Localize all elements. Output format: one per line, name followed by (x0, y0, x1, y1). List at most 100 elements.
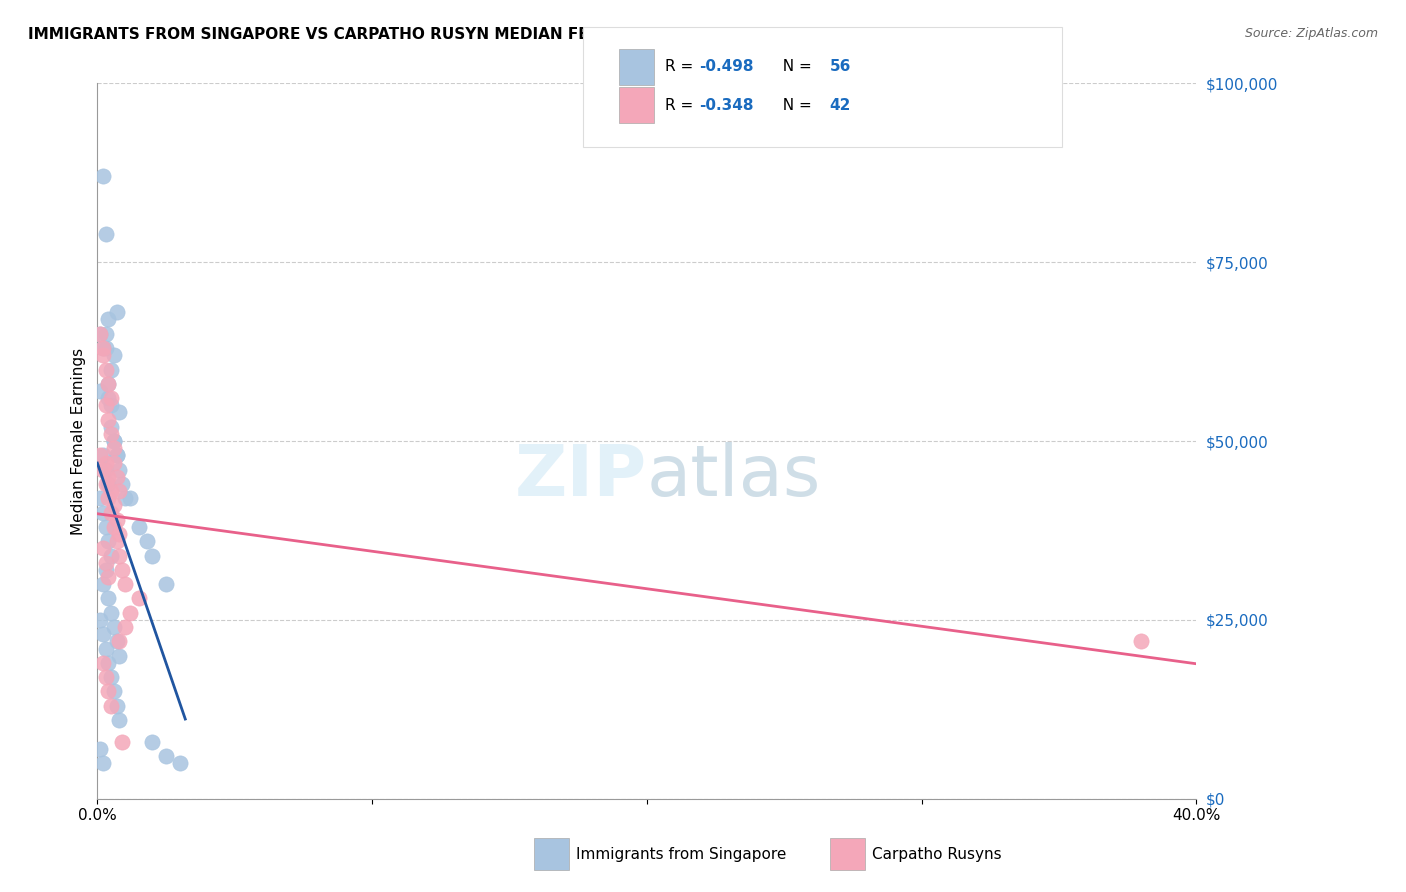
Point (94, 326, 117, 341)
Point (108, 484, 131, 499)
Point (97, 491, 120, 506)
Text: R =: R = (665, 98, 699, 112)
Point (111, 734, 134, 748)
Point (97, 477, 120, 491)
Point (120, 491, 142, 506)
Y-axis label: Median Female Earnings: Median Female Earnings (72, 348, 86, 534)
Point (108, 549, 131, 563)
Point (100, 362, 122, 376)
Text: R =: R = (665, 60, 699, 74)
Point (100, 398, 122, 412)
Point (97, 312, 120, 326)
Point (91, 463, 114, 477)
Point (94, 463, 117, 477)
Text: Immigrants from Singapore: Immigrants from Singapore (576, 847, 787, 862)
Point (114, 491, 136, 506)
Point (108, 527, 131, 541)
Point (103, 348, 125, 362)
Point (97, 656, 120, 670)
Point (94, 456, 117, 470)
Point (91, 341, 114, 355)
Point (94, 341, 117, 355)
Point (100, 606, 122, 620)
Point (108, 405, 131, 419)
Point (97, 376, 120, 391)
Point (91, 756, 114, 770)
Text: atlas: atlas (647, 442, 821, 511)
Point (100, 391, 122, 405)
Point (111, 563, 134, 577)
Point (94, 563, 117, 577)
Text: -0.348: -0.348 (699, 98, 754, 112)
Point (155, 577, 177, 591)
Point (91, 656, 114, 670)
Point (97, 412, 120, 426)
Point (108, 648, 131, 663)
Point (105, 305, 128, 319)
Point (97, 684, 120, 698)
Point (91, 541, 114, 556)
Point (108, 463, 131, 477)
Point (135, 534, 157, 549)
Point (120, 606, 142, 620)
Point (103, 499, 125, 513)
Text: Source: ZipAtlas.com: Source: ZipAtlas.com (1244, 27, 1378, 40)
Text: -0.498: -0.498 (699, 60, 754, 74)
Point (89, 449, 111, 463)
Text: IMMIGRANTS FROM SINGAPORE VS CARPATHO RUSYN MEDIAN FEMALE EARNINGS CORRELATION C: IMMIGRANTS FROM SINGAPORE VS CARPATHO RU… (28, 27, 917, 42)
Point (105, 513, 128, 527)
Point (97, 391, 120, 405)
Point (100, 426, 122, 441)
Text: 56: 56 (830, 60, 851, 74)
Point (91, 506, 114, 520)
Text: N =: N = (773, 60, 817, 74)
Point (103, 520, 125, 534)
Text: Carpatho Rusyns: Carpatho Rusyns (872, 847, 1001, 862)
Point (89, 613, 111, 627)
Point (94, 362, 117, 376)
Point (94, 641, 117, 656)
Point (105, 534, 128, 549)
Point (128, 520, 150, 534)
Point (89, 384, 111, 398)
Point (97, 570, 120, 584)
Point (94, 398, 117, 412)
Point (91, 341, 114, 355)
Point (105, 698, 128, 713)
Point (100, 670, 122, 684)
Point (91, 577, 114, 591)
Point (100, 549, 122, 563)
Point (91, 169, 114, 184)
Point (169, 756, 191, 770)
Point (100, 484, 122, 499)
Point (94, 556, 117, 570)
Point (89, 741, 111, 756)
Point (105, 449, 128, 463)
Point (97, 534, 120, 549)
Point (103, 442, 125, 456)
Point (100, 419, 122, 434)
Point (103, 434, 125, 449)
Point (91, 449, 114, 463)
Text: 42: 42 (830, 98, 851, 112)
Point (111, 477, 134, 491)
Point (89, 326, 111, 341)
Point (128, 591, 150, 606)
Point (105, 470, 128, 484)
Point (141, 734, 163, 748)
Point (108, 713, 131, 727)
Text: ZIP: ZIP (515, 442, 647, 511)
Point (94, 520, 117, 534)
Point (103, 684, 125, 698)
Point (97, 591, 120, 606)
Point (103, 456, 125, 470)
Point (94, 670, 117, 684)
Point (1130, 634, 1153, 648)
Point (91, 627, 114, 641)
Point (89, 491, 111, 506)
Point (105, 449, 128, 463)
Point (114, 577, 136, 591)
Point (97, 376, 120, 391)
Point (97, 470, 120, 484)
Point (91, 348, 114, 362)
